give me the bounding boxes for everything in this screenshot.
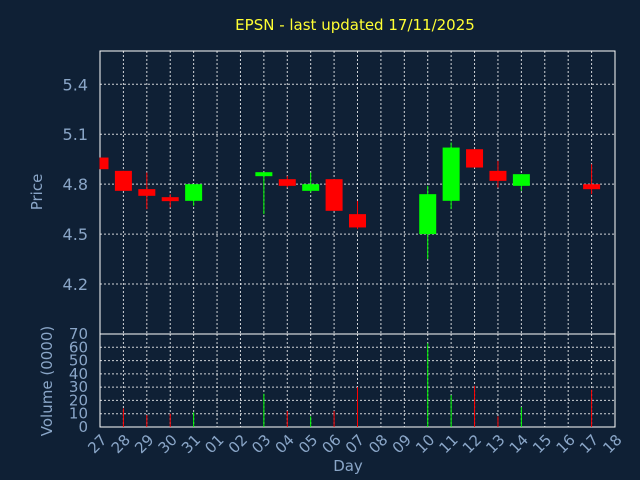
candle-body <box>419 194 437 235</box>
candle-13 <box>489 160 507 188</box>
chart-title: EPSN - last updated 17/11/2025 <box>235 16 475 34</box>
x-tick-label: 17 <box>576 431 602 457</box>
volume-panel <box>99 333 616 428</box>
candle-body <box>185 184 203 201</box>
candle-28 <box>114 170 132 191</box>
volume-y-tick-label: 50 <box>69 352 88 370</box>
x-tick-label: 31 <box>178 431 204 457</box>
x-tick-label: 08 <box>365 431 391 457</box>
x-tick-label: 07 <box>342 431 368 457</box>
candle-body <box>278 179 296 186</box>
candle-27 <box>99 157 109 170</box>
candle-body <box>489 170 507 181</box>
candle-12 <box>466 149 484 168</box>
candle-body <box>349 214 366 228</box>
x-axis-ticks: 2728293031010203040506070809101112131415… <box>84 431 625 457</box>
x-tick-label: 18 <box>599 431 625 457</box>
candle-30 <box>161 194 179 208</box>
x-tick-label: 10 <box>412 431 438 457</box>
x-tick-label: 05 <box>295 431 321 457</box>
volume-y-label: Volume (0000) <box>38 326 56 436</box>
x-tick-label: 01 <box>201 431 227 457</box>
x-tick-label: 12 <box>459 431 485 457</box>
candle-body <box>114 170 132 191</box>
volume-bars <box>122 343 593 427</box>
candle-body <box>255 172 273 177</box>
price-y-label: Price <box>28 174 46 211</box>
candle-06 <box>325 179 343 211</box>
candle-29 <box>138 172 156 210</box>
candle-body <box>138 189 156 196</box>
x-tick-label: 30 <box>155 431 181 457</box>
x-tick-label: 11 <box>436 431 462 457</box>
price-y-tick-label: 5.4 <box>63 75 88 94</box>
x-tick-label: 28 <box>108 431 134 457</box>
x-tick-label: 02 <box>225 431 251 457</box>
x-tick-label: 29 <box>131 431 157 457</box>
candle-body <box>442 147 460 201</box>
x-tick-label: 14 <box>506 431 532 457</box>
volume-y-tick-label: 40 <box>69 365 88 383</box>
candle-11 <box>442 142 460 210</box>
candle-05 <box>302 172 320 193</box>
x-tick-label: 27 <box>84 431 110 457</box>
candle-body <box>466 149 484 168</box>
x-tick-label: 04 <box>272 431 298 457</box>
candle-17 <box>583 164 601 195</box>
x-axis-label: Day <box>333 457 363 475</box>
price-y-tick-label: 4.2 <box>63 275 88 294</box>
candle-body <box>100 157 109 170</box>
volume-y-tick-label: 30 <box>69 378 88 396</box>
candle-14 <box>512 174 530 191</box>
price-candles <box>99 142 601 260</box>
price-y-tick-label: 5.1 <box>63 125 88 144</box>
x-tick-label: 13 <box>482 431 508 457</box>
price-y-ticks: 4.2 4.5 4.8 5.1 5.4 <box>63 75 88 294</box>
candle-10 <box>419 185 437 260</box>
x-tick-label: 06 <box>318 431 344 457</box>
volume-y-tick-label: 0 <box>78 418 88 436</box>
volume-y-tick-label: 20 <box>69 391 88 409</box>
price-y-tick-label: 4.8 <box>63 175 88 194</box>
candle-03 <box>255 172 273 215</box>
x-tick-label: 15 <box>529 431 555 457</box>
x-tick-label: 03 <box>248 431 274 457</box>
candle-body <box>512 174 530 186</box>
candle-07 <box>349 200 366 230</box>
volume-y-tick-label: 10 <box>69 405 88 423</box>
candle-body <box>302 184 320 191</box>
candle-04 <box>278 175 296 188</box>
volume-y-tick-label: 70 <box>69 325 88 343</box>
candle-body <box>325 179 343 211</box>
x-tick-label: 09 <box>389 431 415 457</box>
price-y-tick-label: 4.5 <box>63 225 88 244</box>
candle-body <box>583 184 601 190</box>
volume-y-tick-label: 60 <box>69 338 88 356</box>
x-tick-label: 16 <box>553 431 579 457</box>
candle-31 <box>185 184 203 206</box>
candle-body <box>161 197 179 202</box>
